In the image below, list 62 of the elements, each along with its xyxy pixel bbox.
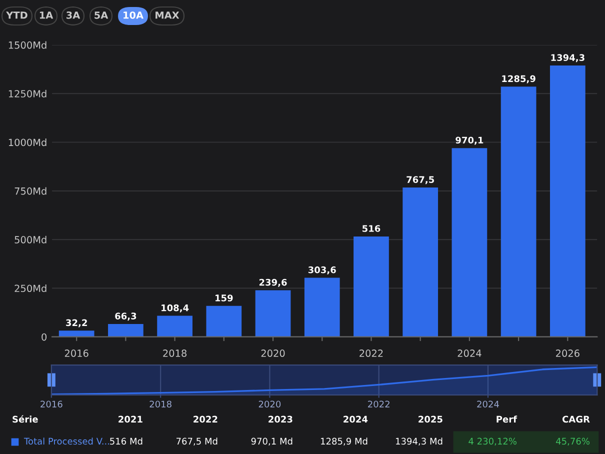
x-tick-label: 2018	[150, 400, 172, 408]
bar	[402, 188, 438, 337]
bar	[108, 324, 144, 337]
x-tick-label: 2022	[368, 400, 390, 408]
text: Perf	[496, 416, 518, 423]
bar	[452, 148, 488, 337]
y-tick-label: 1500Md	[8, 41, 46, 49]
text: 970,1 Md	[251, 438, 292, 446]
text: YTD	[6, 12, 28, 19]
text: 10A	[124, 11, 144, 19]
x-tick-label: 2020	[261, 350, 285, 357]
data-label: 303,6	[308, 266, 336, 274]
text: 2025	[418, 416, 442, 423]
x-tick-label: 2022	[360, 350, 383, 357]
bar	[354, 236, 389, 337]
data-label: 1394,3	[551, 54, 584, 62]
y-tick-label: 750Md	[14, 187, 46, 195]
x-tick-label: 2018	[163, 350, 187, 357]
y-tick-label: 0	[42, 333, 47, 341]
data-label: 1285,9	[502, 75, 536, 84]
text: Série	[12, 415, 38, 423]
text: MAX	[156, 12, 180, 19]
bar	[500, 86, 536, 337]
text: 3A	[66, 11, 80, 19]
bar	[58, 330, 94, 337]
bar	[304, 278, 340, 337]
bar	[206, 306, 242, 337]
data-label: 239,6	[259, 278, 287, 287]
text: 767,5 Md	[176, 438, 218, 446]
data-label: 32,2	[66, 319, 87, 328]
data-label: 970,1	[456, 136, 484, 145]
text: 2023	[268, 416, 292, 423]
y-tick-label: 500Md	[14, 236, 46, 244]
text: 1394,3 Md	[396, 438, 442, 446]
data-label: 767,5	[406, 176, 434, 184]
text: CAGR	[562, 416, 590, 423]
x-tick-label: 2020	[258, 400, 281, 408]
text: 4 230,12%	[468, 438, 516, 446]
data-label: 516	[362, 225, 380, 232]
bar	[550, 66, 586, 337]
y-tick-label: 1250Md	[8, 90, 46, 98]
text: 2024	[344, 416, 368, 423]
x-tick-label: 2016	[64, 350, 88, 357]
x-tick-label: 2024	[477, 400, 499, 408]
text: 1A	[40, 12, 54, 19]
x-tick-label: 2026	[556, 350, 580, 357]
y-tick-label: 250Md	[14, 284, 46, 292]
text: 45,76%	[556, 438, 590, 446]
legend-label: Total Processed V...	[24, 438, 109, 445]
x-tick-label: 2016	[40, 400, 62, 408]
text: 2021	[118, 416, 142, 423]
data-label: 159	[216, 294, 233, 302]
text: 516 Md	[110, 438, 142, 445]
bar	[255, 290, 291, 337]
x-tick-label: 2024	[458, 350, 482, 357]
text: 1285,9 Md	[321, 438, 368, 446]
bar	[157, 316, 192, 337]
text: 5A	[94, 12, 108, 19]
data-label: 66,3	[115, 312, 136, 321]
y-tick-label: 1000Md	[8, 138, 46, 146]
text: 2022	[194, 416, 218, 423]
data-label: 108,4	[162, 304, 189, 312]
